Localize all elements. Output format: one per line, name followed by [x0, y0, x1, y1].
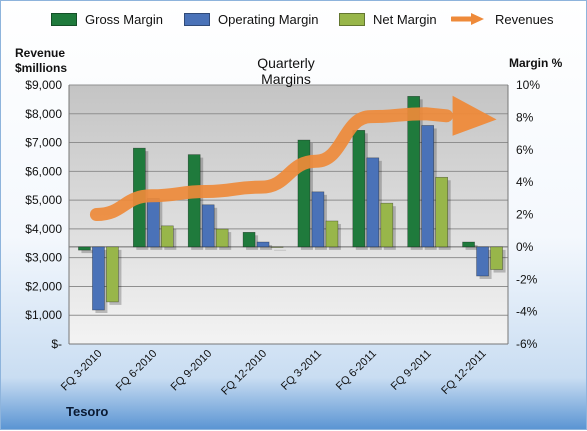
legend-label-gross-margin: Gross Margin	[85, 12, 163, 27]
bar-operating-margin-fq-12-2011	[477, 247, 489, 276]
category-label: FQ 12-2011	[439, 348, 488, 397]
left-tick-label: $9,000	[25, 78, 62, 92]
bar-gross-margin-fq-9-2010	[188, 155, 200, 247]
left-tick-label: $-	[51, 337, 62, 351]
chart-title: Quarterly Margins	[231, 55, 341, 87]
bar-net-margin-fq-12-2010	[271, 247, 283, 248]
bar-gross-margin-fq-3-2010	[78, 247, 90, 250]
right-tick-label: 10%	[516, 78, 540, 92]
bar-net-margin-fq-9-2011	[436, 177, 448, 247]
right-tick-label: -4%	[516, 305, 538, 319]
legend: Gross Margin Operating Margin Net Margin…	[1, 9, 587, 29]
left-tick-label: $7,000	[25, 136, 62, 150]
left-axis-label-line-1: Revenue	[15, 46, 67, 61]
legend-item-revenues: Revenues	[451, 9, 554, 29]
bar-operating-margin-fq-6-2010	[147, 198, 159, 247]
left-tick-label: $6,000	[25, 164, 62, 178]
bar-net-margin-fq-6-2010	[161, 226, 173, 247]
left-tick-label: $5,000	[25, 193, 62, 207]
legend-item-operating-margin: Operating Margin	[184, 9, 318, 29]
legend-swatch-operating-margin	[184, 13, 210, 26]
bar-operating-margin-fq-3-2010	[92, 247, 104, 310]
legend-label-operating-margin: Operating Margin	[218, 12, 318, 27]
left-axis-label: Revenue $millions	[15, 46, 67, 76]
bar-gross-margin-fq-12-2011	[463, 242, 475, 247]
legend-arrow-icon	[451, 12, 485, 26]
left-tick-label: $3,000	[25, 251, 62, 265]
bar-operating-margin-fq-12-2010	[257, 242, 269, 247]
bar-operating-margin-fq-9-2010	[202, 205, 214, 247]
bar-operating-margin-fq-6-2011	[367, 158, 379, 247]
right-tick-label: 4%	[516, 175, 534, 189]
left-tick-label: $2,000	[25, 279, 62, 293]
right-tick-label: 6%	[516, 143, 534, 157]
left-tick-label: $4,000	[25, 222, 62, 236]
category-label: FQ 3-2011	[279, 348, 324, 393]
bar-shadow-net-margin-fq-12-2010	[274, 250, 286, 251]
bar-net-margin-fq-6-2011	[381, 203, 393, 247]
bar-operating-margin-fq-9-2011	[422, 125, 434, 246]
category-label: FQ 6-2010	[114, 348, 160, 394]
category-label: FQ 3-2010	[59, 348, 105, 394]
bar-net-margin-fq-3-2011	[326, 221, 338, 247]
legend-label-net-margin: Net Margin	[373, 12, 437, 27]
legend-swatch-gross-margin	[51, 13, 77, 26]
left-axis-label-line-2: $millions	[15, 61, 67, 76]
left-tick-label: $8,000	[25, 107, 62, 121]
right-tick-label: -6%	[516, 337, 538, 351]
bar-operating-margin-fq-3-2011	[312, 192, 324, 247]
category-label: FQ 9-2010	[169, 348, 215, 394]
legend-label-revenues: Revenues	[495, 12, 554, 27]
category-label: FQ 9-2011	[389, 348, 434, 393]
legend-item-net-margin: Net Margin	[339, 9, 437, 29]
category-label: FQ 12-2010	[219, 348, 269, 398]
bar-gross-margin-fq-6-2011	[353, 130, 365, 247]
right-tick-label: 8%	[516, 110, 534, 124]
right-axis-label: Margin %	[509, 56, 562, 71]
bar-net-margin-fq-12-2011	[491, 247, 503, 270]
bar-gross-margin-fq-12-2010	[243, 232, 255, 247]
right-tick-label: -2%	[516, 272, 538, 286]
category-label: FQ 6-2011	[334, 348, 379, 393]
right-tick-label: 2%	[516, 208, 534, 222]
company-label: Tesoro	[66, 404, 108, 419]
legend-item-gross-margin: Gross Margin	[51, 9, 163, 29]
right-tick-label: 0%	[516, 240, 534, 254]
left-tick-label: $1,000	[25, 308, 62, 322]
bar-net-margin-fq-9-2010	[216, 229, 228, 247]
legend-swatch-net-margin	[339, 13, 365, 26]
bar-net-margin-fq-3-2010	[106, 247, 118, 302]
